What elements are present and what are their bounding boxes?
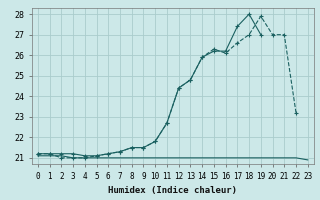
X-axis label: Humidex (Indice chaleur): Humidex (Indice chaleur) xyxy=(108,186,237,195)
